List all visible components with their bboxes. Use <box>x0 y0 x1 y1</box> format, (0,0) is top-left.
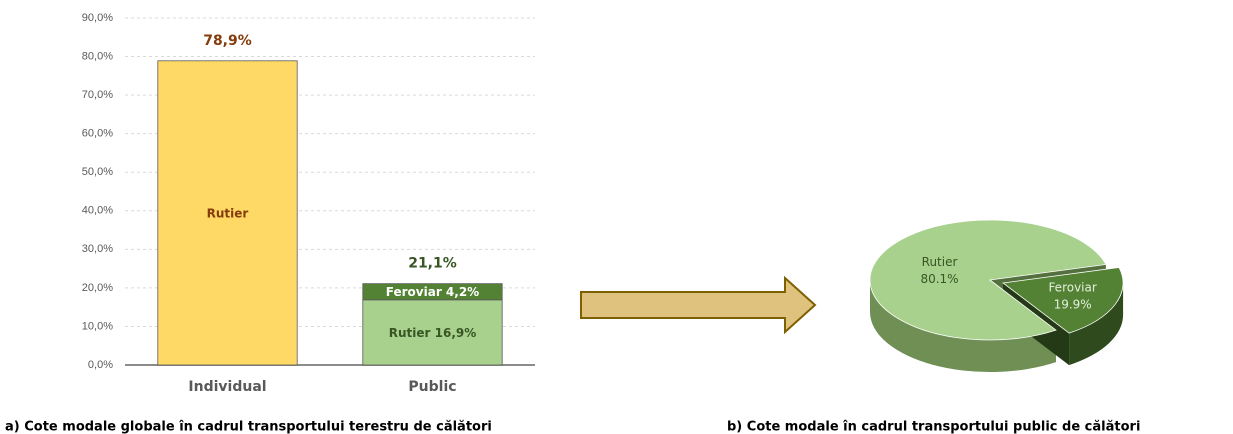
pie-slice <box>1002 267 1124 334</box>
y-tick-label: 0,0% <box>88 359 113 371</box>
slice-category: Feroviar <box>1048 281 1096 295</box>
y-tick-label: 30,0% <box>82 243 113 255</box>
data-label: Rutier <box>207 206 249 220</box>
slice-label: 19.9% <box>1054 298 1092 312</box>
caption: a) Cote modale globale în cadrul transpo… <box>5 420 492 434</box>
y-tick-label: 80,0% <box>82 50 113 62</box>
total-label: 78,9% <box>203 33 252 49</box>
data-label: Feroviar 4,2% <box>386 285 479 299</box>
bar-segment <box>362 299 503 366</box>
slice-category: Rutier <box>922 255 958 269</box>
data-label: Rutier 16,9% <box>389 326 477 340</box>
y-tick-label: 50,0% <box>82 166 113 178</box>
bar-segment <box>157 60 298 366</box>
y-tick-label: 60,0% <box>82 128 113 140</box>
slice-side <box>870 280 1056 373</box>
caption: b) Cote modale în cadrul transportului p… <box>727 420 1140 434</box>
slice-side <box>1069 282 1124 366</box>
y-tick-label: 20,0% <box>82 282 113 294</box>
x-tick-label: Public <box>408 379 456 395</box>
y-tick-label: 70,0% <box>82 89 113 101</box>
x-tick-label: Individual <box>188 379 266 395</box>
slice-label: 80.1% <box>920 272 958 286</box>
total-label: 21,1% <box>408 256 457 272</box>
arrow <box>580 275 817 335</box>
y-tick-label: 90,0% <box>82 12 113 24</box>
y-tick-label: 40,0% <box>82 205 113 217</box>
y-tick-label: 10,0% <box>82 320 113 332</box>
pie-slice <box>869 219 1107 341</box>
bar-segment <box>362 283 503 301</box>
